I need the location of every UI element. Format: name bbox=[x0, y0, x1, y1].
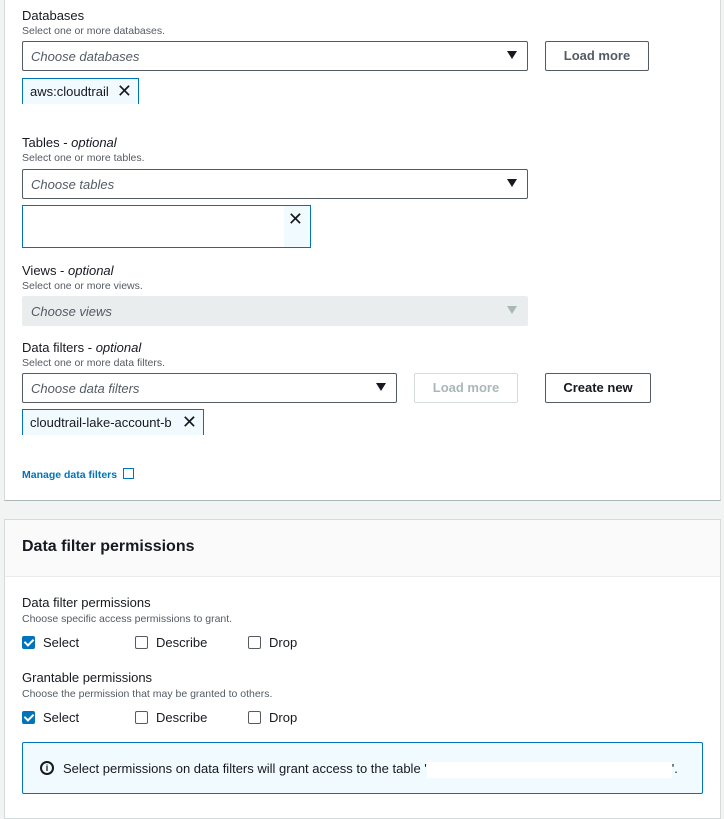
section-title: Data filter permissions bbox=[22, 538, 195, 555]
manage-data-filters-link[interactable]: Manage data filters bbox=[22, 467, 135, 481]
grantable-desc: Choose the permission that may be grante… bbox=[22, 688, 273, 700]
close-icon[interactable]: ✕ bbox=[181, 412, 197, 432]
databases-label: Databases bbox=[22, 8, 85, 23]
checkbox-icon bbox=[248, 636, 261, 649]
resource-selection-panel: Databases Select one or more databases. … bbox=[4, 0, 721, 501]
grant-drop-checkbox[interactable]: Drop bbox=[248, 710, 297, 725]
tables-label: Tables - optional bbox=[22, 135, 117, 150]
tables-placeholder: Choose tables bbox=[31, 177, 115, 192]
close-icon[interactable]: ✕ bbox=[116, 81, 132, 101]
data-filters-label: Data filters - optional bbox=[22, 340, 142, 355]
tables-select[interactable]: Choose tables bbox=[22, 169, 528, 199]
external-link-icon bbox=[123, 468, 135, 479]
token-label: cloudtrail-lake-account-b bbox=[30, 415, 172, 430]
views-desc: Select one or more views. bbox=[22, 280, 143, 292]
database-token: aws:cloudtrail ✕ bbox=[22, 78, 139, 104]
create-new-button[interactable]: Create new bbox=[545, 373, 651, 403]
checkbox-checked-icon bbox=[22, 711, 35, 724]
perm-describe-checkbox[interactable]: Describe bbox=[135, 635, 207, 650]
checkbox-icon bbox=[135, 711, 148, 724]
info-icon: i bbox=[40, 761, 54, 775]
caret-down-icon bbox=[507, 51, 517, 59]
info-alert: i Select permissions on data filters wil… bbox=[22, 742, 703, 794]
data-filter-permissions-panel: Data filter permissions Data filter perm… bbox=[4, 519, 721, 819]
data-filters-load-more-button: Load more bbox=[414, 373, 518, 403]
caret-down-icon bbox=[376, 383, 386, 391]
databases-load-more-button[interactable]: Load more bbox=[545, 41, 649, 71]
info-text: Select permissions on data filters will … bbox=[63, 761, 678, 778]
data-filters-desc: Select one or more data filters. bbox=[22, 357, 165, 369]
perms-desc: Choose specific access permissions to gr… bbox=[22, 613, 233, 625]
data-filter-token: cloudtrail-lake-account-b ✕ bbox=[22, 409, 204, 435]
checkbox-checked-icon bbox=[22, 636, 35, 649]
perm-select-checkbox[interactable]: Select bbox=[22, 635, 79, 650]
redacted-table-name bbox=[426, 761, 672, 778]
views-label: Views - optional bbox=[22, 263, 114, 278]
close-icon[interactable]: ✕ bbox=[287, 209, 303, 229]
checkbox-icon bbox=[135, 636, 148, 649]
grant-select-checkbox[interactable]: Select bbox=[22, 710, 79, 725]
databases-desc: Select one or more databases. bbox=[22, 25, 166, 37]
table-token: ✕ bbox=[22, 205, 311, 248]
data-filters-placeholder: Choose data filters bbox=[31, 381, 140, 396]
views-select: Choose views bbox=[22, 296, 528, 326]
token-label: aws:cloudtrail bbox=[30, 84, 109, 99]
grant-describe-checkbox[interactable]: Describe bbox=[135, 710, 207, 725]
perm-drop-checkbox[interactable]: Drop bbox=[248, 635, 297, 650]
perms-label: Data filter permissions bbox=[22, 595, 151, 610]
caret-down-icon bbox=[507, 306, 517, 314]
grantable-label: Grantable permissions bbox=[22, 670, 153, 685]
views-placeholder: Choose views bbox=[31, 304, 112, 319]
tables-desc: Select one or more tables. bbox=[22, 152, 145, 164]
caret-down-icon bbox=[507, 179, 517, 187]
data-filters-select[interactable]: Choose data filters bbox=[22, 373, 397, 403]
checkbox-icon bbox=[248, 711, 261, 724]
databases-select[interactable]: Choose databases bbox=[22, 41, 528, 71]
databases-placeholder: Choose databases bbox=[31, 49, 140, 64]
